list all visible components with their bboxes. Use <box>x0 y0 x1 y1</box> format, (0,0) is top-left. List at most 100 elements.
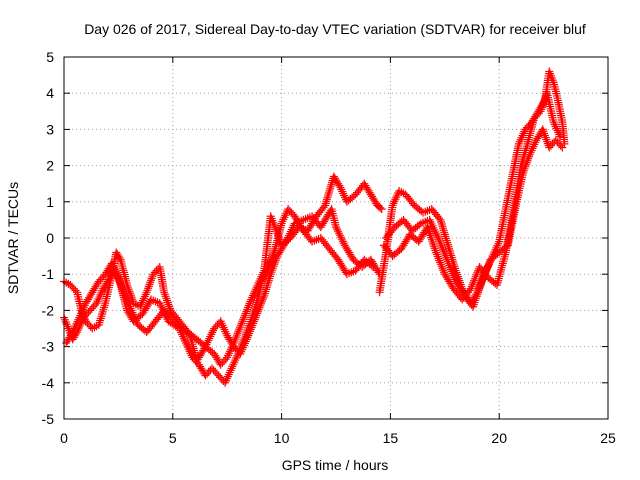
data-point-marker <box>450 275 459 284</box>
data-point-marker <box>86 322 95 331</box>
data-point-marker <box>436 258 445 267</box>
data-point-marker <box>429 240 438 249</box>
data-point-marker <box>151 297 160 306</box>
data-point-marker <box>472 270 481 279</box>
data-point-marker <box>435 235 444 244</box>
data-point-marker <box>326 184 335 193</box>
data-point-marker <box>439 226 448 235</box>
data-point-marker <box>232 331 241 340</box>
data-point-marker <box>237 319 246 328</box>
data-point-marker <box>243 305 252 314</box>
y-tick-label: -5 <box>42 411 55 427</box>
x-tick-label: 15 <box>383 430 399 446</box>
data-point-marker <box>117 281 126 290</box>
data-point-marker <box>104 275 113 284</box>
data-point-marker <box>432 250 441 259</box>
data-point-marker <box>266 270 275 279</box>
data-point-marker <box>238 339 247 348</box>
x-tick-label: 0 <box>60 430 68 446</box>
data-point-marker <box>114 273 123 282</box>
data-point-marker <box>96 316 105 325</box>
data-point-marker <box>144 284 153 293</box>
data-point-marker <box>161 292 170 301</box>
data-point-marker <box>237 341 246 350</box>
data-point-marker <box>326 182 335 191</box>
data-point-marker <box>377 205 386 214</box>
data-point-marker <box>439 245 448 254</box>
data-point-marker <box>332 225 341 234</box>
data-point-marker <box>466 284 475 293</box>
data-point-marker <box>163 298 172 307</box>
chart-title: Day 026 of 2017, Sidereal Day-to-day VTE… <box>84 21 586 37</box>
data-point-marker <box>156 301 165 310</box>
data-point-marker <box>467 282 476 291</box>
data-point-marker <box>67 329 76 338</box>
data-point-marker <box>440 249 449 258</box>
data-point-marker <box>442 253 451 262</box>
y-tick-label: 0 <box>46 230 54 246</box>
data-point-marker <box>441 251 450 260</box>
data-point-marker <box>231 335 240 344</box>
data-point-marker <box>236 321 245 330</box>
data-point-marker <box>478 275 487 284</box>
data-point-marker <box>146 278 155 287</box>
data-point-marker <box>123 283 132 292</box>
data-point-marker <box>428 221 437 230</box>
data-point-marker <box>239 315 248 324</box>
data-point-marker <box>522 160 531 169</box>
data-point-marker <box>264 278 273 287</box>
data-point-marker <box>439 266 448 275</box>
y-tick-label: 2 <box>46 158 54 174</box>
data-point-marker <box>376 203 385 212</box>
data-point-marker <box>272 227 281 236</box>
data-point-marker <box>126 289 135 298</box>
x-tick-label: 25 <box>600 430 616 446</box>
data-point-marker <box>271 225 280 234</box>
data-point-marker <box>100 301 109 310</box>
data-point-marker <box>428 237 437 246</box>
data-point-marker <box>433 231 442 240</box>
data-point-marker <box>431 227 440 236</box>
data-point-marker <box>539 127 548 136</box>
y-tick-label: 4 <box>46 85 54 101</box>
data-point-marker <box>257 297 266 306</box>
data-point-marker <box>333 227 342 236</box>
data-point-marker <box>440 228 449 237</box>
data-point-marker <box>438 224 447 233</box>
data-point-marker <box>425 215 434 224</box>
data-point-marker <box>436 260 445 269</box>
data-point-marker <box>240 313 249 322</box>
data-point-marker <box>268 250 277 259</box>
data-point-marker <box>449 271 458 280</box>
data-point-marker <box>436 239 445 248</box>
data-point-marker <box>125 287 134 296</box>
data-point-marker <box>126 291 135 300</box>
data-point-marker <box>115 253 124 262</box>
data-point-marker <box>540 131 549 140</box>
data-point-marker <box>245 299 254 308</box>
data-point-marker <box>202 340 211 349</box>
data-point-marker <box>439 247 448 256</box>
data-point-marker <box>447 267 456 276</box>
data-point-marker <box>275 235 284 244</box>
data-point-marker <box>233 329 242 338</box>
data-point-marker <box>239 336 248 345</box>
data-point-marker <box>323 193 332 202</box>
data-point-marker <box>324 189 333 198</box>
data-point-marker <box>441 232 450 241</box>
data-point-marker <box>437 241 446 250</box>
data-point-marker <box>443 257 452 266</box>
data-point-marker <box>477 277 486 286</box>
data-point-marker <box>243 303 252 312</box>
data-point-marker <box>522 158 531 167</box>
data-point-marker <box>445 261 454 270</box>
data-point-marker <box>205 334 214 343</box>
data-point-marker <box>115 275 124 284</box>
data-point-marker <box>440 268 449 277</box>
data-point-marker <box>432 248 441 257</box>
data-point-marker <box>430 225 439 234</box>
data-point-marker <box>438 222 447 231</box>
x-tick-label: 5 <box>169 430 177 446</box>
data-point-marker <box>235 325 244 334</box>
data-point-marker <box>155 299 164 308</box>
